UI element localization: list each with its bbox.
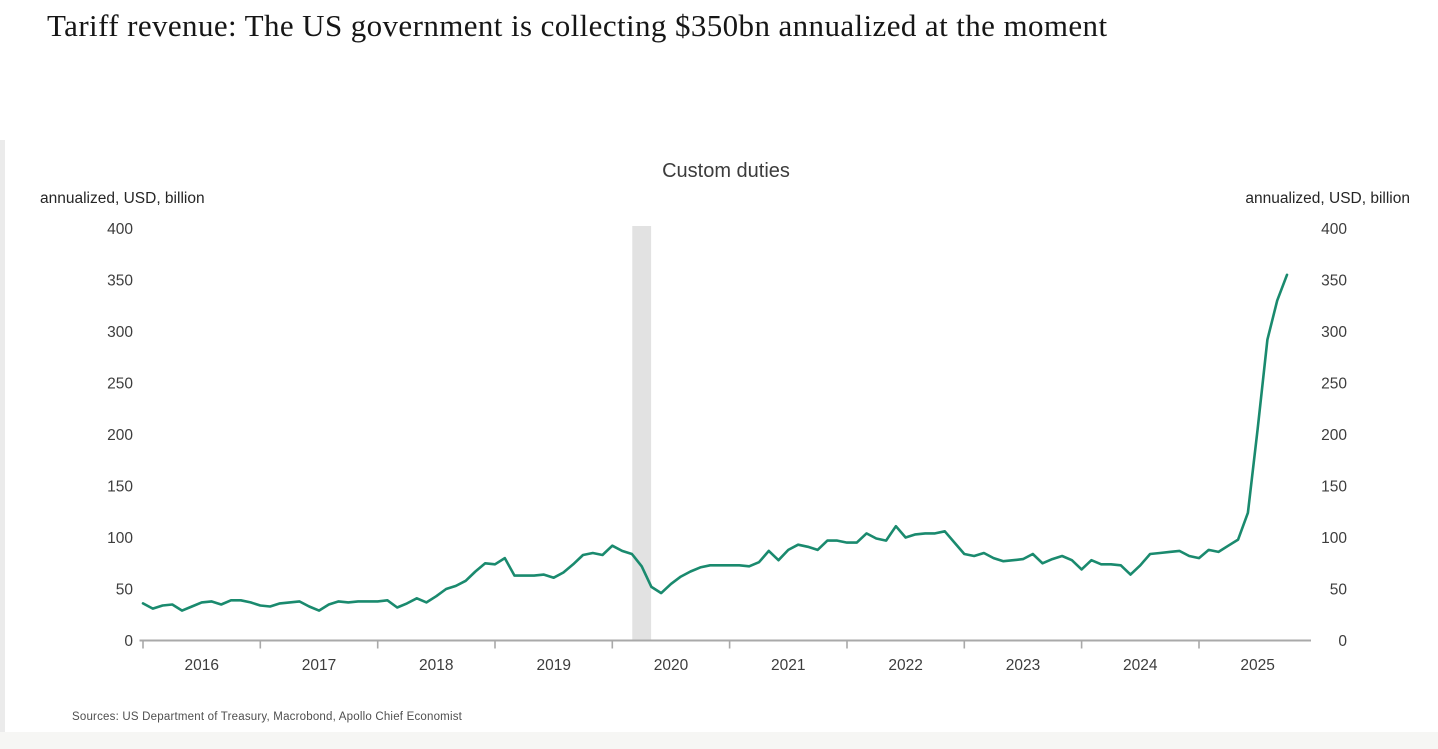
y-axis-unit-left: annualized, USD, billion [40,190,205,207]
duties-series-line [141,273,1289,612]
chart-title: Custom duties [662,160,790,182]
x-axis-year-labels: 2016 2017 2018 2019 2020 2021 2022 2023 2024 2025 [184,657,1274,674]
y-axis-label-right: 100 [1321,530,1347,547]
y-axis-label-right: 350 [1321,273,1347,290]
y-axis-label-left: 250 [107,376,133,393]
y-axis-label-left: 300 [107,324,133,341]
recession-band [632,226,652,641]
y-axis-label-right: 50 [1330,582,1348,599]
x-axis-year-label: 2016 [184,657,218,674]
y-axis-label-right: 250 [1321,376,1347,393]
y-axis-label-left: 50 [116,582,134,599]
y-axis-label-left: 100 [107,530,133,547]
y-axis-label-right: 400 [1321,221,1347,238]
x-axis-year-label: 2019 [536,657,570,674]
page-title: Tariff revenue: The US government is col… [47,8,1108,43]
y-axis-label-right: 150 [1321,479,1347,496]
y-axis-label-right: 200 [1321,427,1347,444]
y-axis-label-left: 400 [107,221,133,238]
bottom-strip [0,732,1438,749]
y-axis-label-left: 200 [107,427,133,444]
window-edge-strip [0,140,5,732]
x-axis-year-label: 2023 [1006,657,1040,674]
x-axis-ticks [142,640,1200,649]
sources-note: Sources: US Department of Treasury, Macr… [72,711,463,723]
x-axis-year-label: 2021 [771,657,805,674]
x-axis-year-label: 2022 [888,657,922,674]
y-axis-label-left: 350 [107,273,133,290]
x-axis-year-label: 2020 [654,657,689,674]
y-axis-label-right: 300 [1321,324,1347,341]
x-axis-year-label: 2018 [419,657,453,674]
y-axis-unit-right: annualized, USD, billion [1245,190,1410,207]
y-axis-label-left: 0 [124,633,133,650]
y-axis-label-right: 0 [1338,633,1347,650]
y-axis-label-left: 150 [107,479,133,496]
y-axis-labels-left: 0 50 100 150 200 250 300 350 400 [107,221,133,650]
x-axis-year-label: 2025 [1240,657,1274,674]
x-axis-year-label: 2024 [1123,657,1158,674]
y-axis-labels-right: 0 50 100 150 200 250 300 350 400 [1321,221,1347,650]
x-axis-year-label: 2017 [302,657,336,674]
